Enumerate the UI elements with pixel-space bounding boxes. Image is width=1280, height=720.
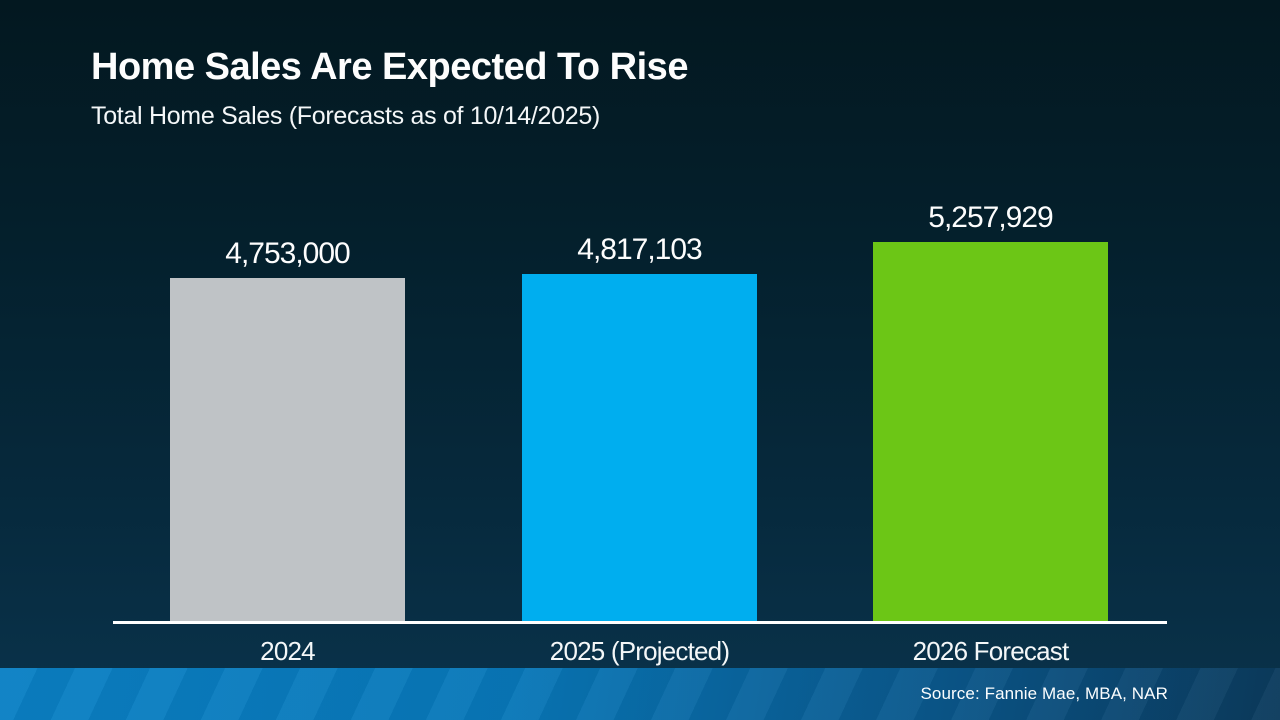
x-axis-label: 2025 (Projected) (549, 636, 730, 666)
bar-2024 (170, 278, 405, 621)
source-text: Source: Fannie Mae, MBA, NAR (920, 684, 1168, 703)
bar-value-label: 4,817,103 (577, 233, 702, 266)
chart-header: Home Sales Are Expected To Rise Total Ho… (91, 46, 688, 131)
footer-bar: Source: Fannie Mae, MBA, NAR (0, 668, 1280, 720)
bar-value-label: 5,257,929 (928, 201, 1053, 234)
x-axis-line (113, 621, 1167, 624)
page-title: Home Sales Are Expected To Rise (91, 46, 688, 88)
x-axis-label: 2026 Forecast (912, 636, 1070, 666)
page-subtitle: Total Home Sales (Forecasts as of 10/14/… (91, 101, 600, 130)
bar-2026-forecast (873, 242, 1108, 621)
x-axis-label: 2024 (260, 636, 315, 666)
bar-value-label: 4,753,000 (225, 237, 350, 270)
bar-2025-projected- (522, 274, 757, 621)
